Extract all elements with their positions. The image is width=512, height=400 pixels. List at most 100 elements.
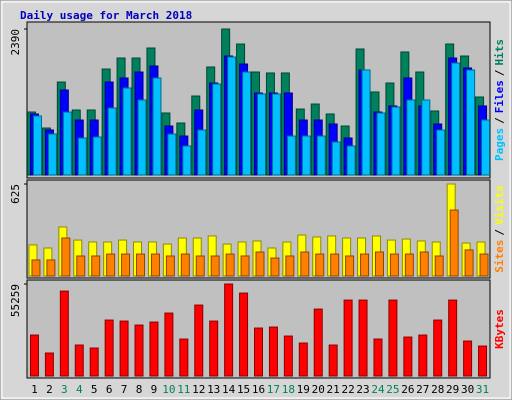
bar [47,133,57,176]
bar [107,107,117,176]
bar [31,259,41,277]
y-tick-label: 55259 [9,284,22,317]
bar [91,255,101,277]
bar [388,299,398,377]
bar [376,112,386,176]
bar [391,106,401,176]
bar [59,290,69,377]
x-tick-label: 17 [267,383,280,396]
legend-entry: Sites [493,240,506,273]
x-tick-label: 26 [401,383,414,396]
bar [165,255,175,277]
bar [32,115,42,176]
bar [419,251,429,277]
x-tick-label: 7 [121,383,128,396]
legend-entry: KBytes [493,309,506,349]
bar [301,135,311,176]
x-tick-label: 1 [31,383,38,396]
x-tick-label: 20 [312,383,325,396]
bar [436,129,446,176]
x-tick-label: 13 [207,383,220,396]
x-tick-label: 27 [416,383,429,396]
bar [360,253,370,277]
bar [330,253,340,277]
bar [481,119,491,176]
legend-entry: Hits [493,39,506,66]
x-tick-label: 12 [192,383,205,396]
bar [240,255,250,277]
bar [315,253,325,277]
x-tick-label: 25 [386,383,399,396]
bar [464,249,474,277]
bar [361,69,371,176]
legend-separator: / [493,117,506,124]
bar [152,77,162,176]
bar [209,320,219,377]
bar [225,253,235,277]
x-tick-label: 9 [151,383,158,396]
bar [149,321,159,377]
bar [404,253,414,277]
x-tick-label: 30 [461,383,474,396]
bar [224,283,234,377]
bar [150,253,160,277]
bar [89,347,99,377]
bar [328,344,338,377]
bar [121,253,131,277]
bar [194,304,204,377]
x-tick-label: 14 [222,383,236,396]
bar [104,319,114,377]
bar [478,345,488,377]
bar [167,133,177,176]
x-tick-label: 24 [371,383,385,396]
bar [286,135,296,176]
bar [449,209,459,277]
chart-title: Daily usage for March 2018 [20,9,192,22]
x-tick-label: 23 [356,383,369,396]
bar [46,259,56,277]
bar [270,257,280,277]
bar [316,135,326,176]
bar [254,327,263,377]
bar [74,344,84,377]
bar [373,338,383,377]
bar [137,99,147,176]
bar [433,319,443,377]
x-tick-label: 15 [237,383,250,396]
y-tick-label: 625 [9,184,22,204]
bar [346,145,356,176]
x-tick-label: 16 [252,383,265,396]
bar [418,334,428,377]
x-tick-label: 6 [106,383,113,396]
x-tick-label: 8 [136,383,143,396]
x-tick-label: 2 [46,383,53,396]
bar [343,299,353,377]
bar [421,99,431,176]
bar [239,292,249,377]
bar [479,253,489,277]
x-tick-label: 22 [341,383,354,396]
bar [271,93,281,176]
bar [403,336,413,377]
bar [29,334,39,377]
bar [255,251,265,277]
x-tick-label: 31 [476,383,489,396]
x-tick-label: 29 [446,383,459,396]
y-tick-label: 2390 [9,29,22,56]
bar [389,253,399,277]
x-tick-label: 5 [91,383,98,396]
legend-separator: / [493,229,506,236]
bar [44,352,54,377]
bar [345,255,355,277]
bar [285,255,295,277]
bar [358,299,368,377]
legend-entry: Visits [493,185,506,225]
bar [268,326,278,377]
bar [180,253,190,277]
bar [257,93,266,176]
legend-entry: Files [493,80,506,113]
x-tick-label: 3 [61,383,68,396]
x-tick-label: 4 [76,383,83,396]
bar [136,253,146,277]
bar [313,308,323,377]
